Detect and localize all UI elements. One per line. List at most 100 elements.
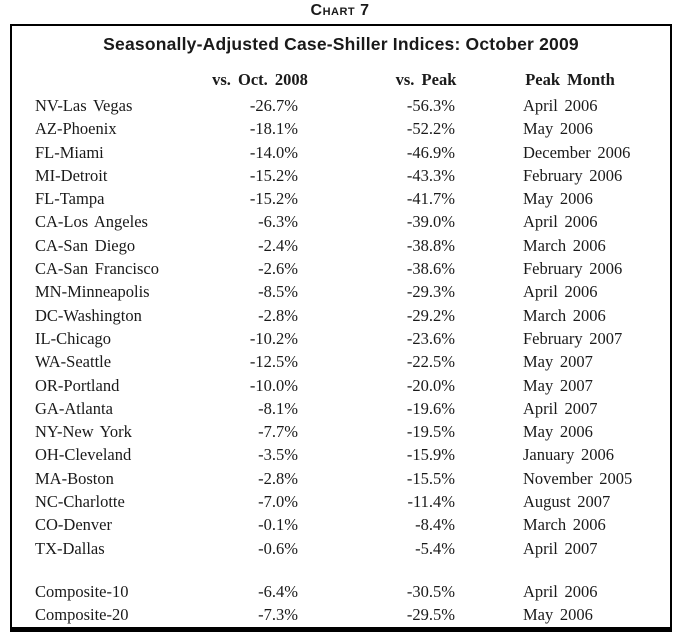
city-cell: FL-Miami — [35, 142, 104, 162]
table-row: NY-New York -7.7% -19.5% May 2006 — [12, 420, 670, 443]
peak-month-cell: May 2007 — [523, 375, 593, 395]
city-cell: CA-Los Angeles — [35, 212, 148, 232]
vs-oct-2008-cell: -8.5% — [258, 282, 298, 302]
vs-oct-2008-cell: -0.1% — [258, 515, 298, 535]
vs-oct-2008-cell: -3.5% — [258, 445, 298, 465]
city-cell: OR-Portland — [35, 375, 120, 395]
city-cell: IL-Chicago — [35, 328, 112, 348]
peak-month-cell: April 2007 — [523, 398, 598, 418]
vs-peak-cell: -46.9% — [406, 142, 455, 162]
city-cell: DC-Washington — [35, 305, 142, 325]
city-cell: Composite-10 — [35, 582, 129, 601]
table-row: CA-San Francisco -2.6% -38.6% February 2… — [12, 257, 670, 280]
vs-oct-2008-cell: -2.8% — [258, 468, 298, 488]
vs-oct-2008-cell: -8.1% — [258, 398, 298, 418]
vs-peak-cell: -20.0% — [406, 375, 455, 395]
chart-number-label: Chart 7 — [310, 2, 370, 19]
city-cell: CA-San Diego — [35, 235, 136, 255]
table-row: FL-Tampa -15.2% -41.7% May 2006 — [12, 187, 670, 210]
table-title: Seasonally-Adjusted Case-Shiller Indices… — [103, 34, 579, 54]
city-cell: CA-San Francisco — [35, 259, 159, 279]
table-row: MN-Minneapolis -8.5% -29.3% April 2006 — [12, 280, 670, 303]
vs-oct-2008-cell: -12.5% — [249, 352, 298, 372]
peak-month-cell: March 2006 — [523, 515, 606, 535]
composite-rows-section: Composite-10 -6.4% -30.5% April 2006 Com… — [12, 580, 670, 627]
city-cell: NC-Charlotte — [35, 492, 125, 512]
vs-peak-cell: -5.4% — [415, 538, 455, 558]
vs-peak-cell: -15.5% — [406, 468, 455, 488]
vs-oct-2008-cell: -18.1% — [249, 119, 298, 139]
table-row: CO-Denver -0.1% -8.4% March 2006 — [12, 513, 670, 536]
city-cell: Composite-20 — [35, 605, 129, 625]
city-cell: AZ-Phoenix — [35, 119, 117, 139]
city-cell: MI-Detroit — [35, 165, 108, 185]
peak-month-cell: May 2007 — [523, 352, 593, 372]
table-row: Composite-20 -7.3% -29.5% May 2006 — [12, 603, 670, 626]
vs-peak-cell: -38.6% — [406, 259, 455, 279]
table-row: GA-Atlanta -8.1% -19.6% April 2007 — [12, 397, 670, 420]
city-cell: FL-Tampa — [35, 189, 105, 209]
vs-peak-cell: -39.0% — [406, 212, 455, 232]
table-row: MA-Boston -2.8% -15.5% November 2005 — [12, 467, 670, 490]
table-header-row: vs. Oct. 2008 vs. Peak Peak Month — [12, 70, 670, 92]
peak-month-cell: May 2006 — [523, 422, 593, 442]
city-cell: WA-Seattle — [35, 352, 112, 372]
city-cell: GA-Atlanta — [35, 398, 113, 418]
peak-month-cell: August 2007 — [523, 492, 611, 512]
peak-month-cell: March 2006 — [523, 235, 606, 255]
col-header-vs-peak: vs. Peak — [395, 70, 457, 89]
vs-oct-2008-cell: -7.0% — [258, 492, 298, 512]
peak-month-cell: February 2006 — [523, 259, 623, 279]
vs-oct-2008-cell: -15.2% — [249, 165, 298, 185]
table-box: Seasonally-Adjusted Case-Shiller Indices… — [10, 24, 672, 632]
vs-peak-cell: -30.5% — [406, 582, 455, 601]
peak-month-cell: December 2006 — [523, 142, 631, 162]
peak-month-cell: February 2007 — [523, 328, 623, 348]
table-row: WA-Seattle -12.5% -22.5% May 2007 — [12, 350, 670, 373]
vs-oct-2008-cell: -2.6% — [258, 259, 298, 279]
peak-month-cell: April 2006 — [523, 212, 598, 232]
city-rows-section: NV-Las Vegas -26.7% -56.3% April 2006 AZ… — [12, 94, 670, 560]
peak-month-cell: March 2006 — [523, 305, 606, 325]
table-row: DC-Washington -2.8% -29.2% March 2006 — [12, 304, 670, 327]
table-row: CA-San Diego -2.4% -38.8% March 2006 — [12, 234, 670, 257]
city-cell: CO-Denver — [35, 515, 112, 535]
vs-peak-cell: -43.3% — [406, 165, 455, 185]
vs-peak-cell: -38.8% — [406, 235, 455, 255]
peak-month-cell: April 2007 — [523, 538, 598, 558]
vs-peak-cell: -23.6% — [406, 328, 455, 348]
peak-month-cell: May 2006 — [523, 189, 593, 209]
col-header-peak-month: Peak Month — [525, 70, 615, 89]
vs-peak-cell: -11.4% — [407, 492, 455, 512]
vs-oct-2008-cell: -7.3% — [258, 605, 298, 625]
vs-peak-cell: -29.5% — [406, 605, 455, 625]
city-cell: NY-New York — [35, 422, 132, 442]
city-cell: MN-Minneapolis — [35, 282, 150, 302]
vs-oct-2008-cell: -6.3% — [258, 212, 298, 232]
vs-peak-cell: -29.2% — [406, 305, 455, 325]
vs-oct-2008-cell: -7.7% — [258, 422, 298, 442]
vs-peak-cell: -41.7% — [406, 189, 455, 209]
table-row: FL-Miami -14.0% -46.9% December 2006 — [12, 141, 670, 164]
vs-oct-2008-cell: -6.4% — [258, 582, 298, 601]
peak-month-cell: April 2006 — [523, 582, 598, 601]
table-row: TX-Dallas -0.6% -5.4% April 2007 — [12, 537, 670, 560]
peak-month-cell: May 2006 — [523, 119, 593, 139]
table-row: NV-Las Vegas -26.7% -56.3% April 2006 — [12, 94, 670, 117]
city-cell: MA-Boston — [35, 468, 114, 488]
peak-month-cell: April 2006 — [523, 96, 598, 115]
peak-month-cell: November 2005 — [523, 468, 633, 488]
vs-oct-2008-cell: -0.6% — [258, 538, 298, 558]
table-row: AZ-Phoenix -18.1% -52.2% May 2006 — [12, 117, 670, 140]
peak-month-cell: May 2006 — [523, 605, 593, 625]
vs-oct-2008-cell: -15.2% — [249, 189, 298, 209]
vs-peak-cell: -22.5% — [406, 352, 455, 372]
vs-peak-cell: -52.2% — [406, 119, 455, 139]
vs-peak-cell: -56.3% — [406, 96, 455, 115]
vs-oct-2008-cell: -26.7% — [249, 96, 298, 115]
table-row: IL-Chicago -10.2% -23.6% February 2007 — [12, 327, 670, 350]
peak-month-cell: January 2006 — [523, 445, 614, 465]
vs-peak-cell: -19.6% — [406, 398, 455, 418]
city-cell: NV-Las Vegas — [35, 96, 133, 115]
